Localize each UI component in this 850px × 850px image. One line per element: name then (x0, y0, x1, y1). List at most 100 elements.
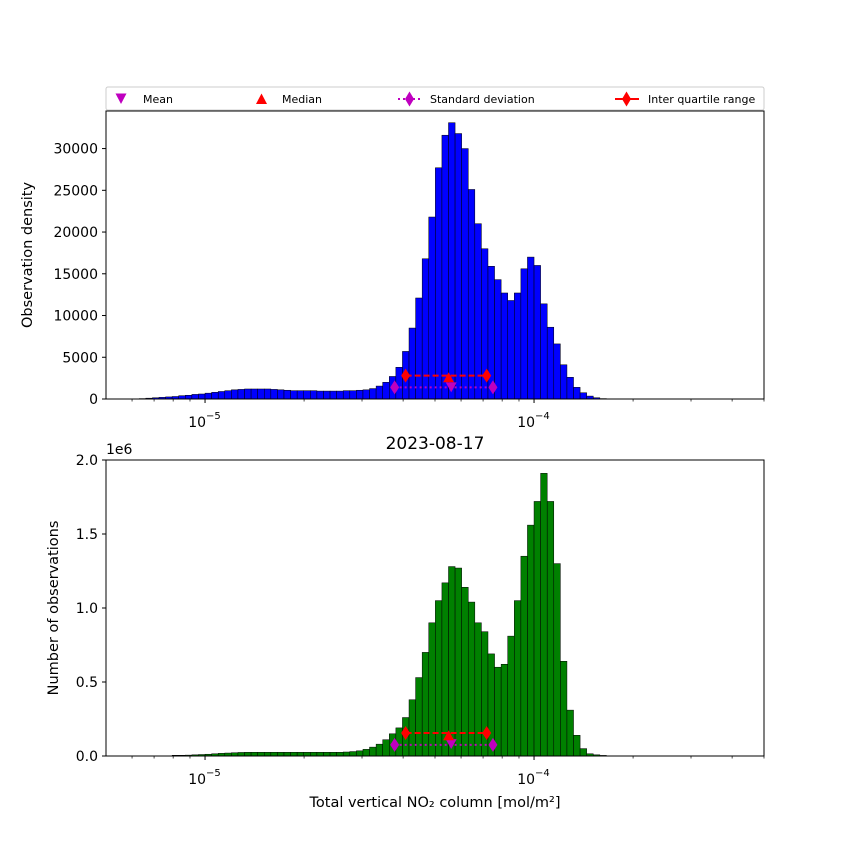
top-histogram-bar (204, 392, 212, 400)
top-y-tick-label: 15000 (53, 267, 98, 283)
legend-label-iqr: Inter quartile range (648, 93, 755, 106)
bottom-histogram-bar (553, 563, 561, 757)
bottom-histogram-bar (540, 473, 548, 757)
bottom-histogram-bar (296, 752, 304, 757)
top-histogram-bar (579, 392, 587, 400)
top-histogram-bar (514, 292, 522, 400)
top-histogram-bar (178, 395, 186, 400)
legend-item-mean: Mean (115, 93, 173, 106)
bottom-histogram-bar (342, 751, 351, 757)
top-x-tick-base: 10 (517, 415, 535, 431)
bottom-histogram-bar (560, 661, 568, 757)
top-histogram-bar (303, 390, 311, 400)
bottom-histogram-bar (310, 752, 318, 757)
top-histogram-bar (296, 390, 304, 400)
top-histogram-bar (382, 382, 390, 400)
bottom-histogram-bar (369, 746, 377, 757)
bottom-y-ticks: 0.0 0.5 1.0 1.5 2.0 (76, 453, 106, 765)
top-histogram-bar (467, 189, 476, 400)
top-histogram-bar (191, 394, 199, 400)
top-histogram-bar (435, 167, 443, 400)
bottom-histogram-bar (428, 622, 436, 757)
bottom-y-tick-label: 2.0 (76, 453, 98, 469)
top-x-tick-label: 10 −4 (517, 411, 550, 431)
bottom-histogram-bar (244, 752, 252, 757)
top-histogram-bar (408, 327, 416, 400)
bottom-histogram-bar (520, 555, 528, 757)
bottom-y-axis-label: Number of observations (46, 521, 62, 696)
bottom-iqr-high-marker (482, 726, 492, 741)
bottom-histogram-bar (375, 743, 383, 757)
top-histogram-bar (316, 390, 324, 400)
top-histogram-bar (553, 343, 561, 400)
bottom-histogram-bar (356, 750, 364, 757)
bottom-histogram-bar (514, 600, 522, 757)
top-x-tick-label: 10 −5 (188, 411, 221, 431)
bottom-histogram-bar (329, 752, 337, 757)
top-y-tick-label: 30000 (53, 142, 98, 158)
top-histogram-bar (250, 388, 258, 400)
top-histogram-bar (494, 279, 502, 400)
top-histogram-bar (283, 389, 291, 400)
top-histogram-bar (198, 393, 206, 400)
bottom-histogram-bar (454, 567, 462, 757)
bottom-y-tick-label: 1.5 (76, 527, 98, 543)
top-histogram-bar (507, 300, 515, 400)
legend-item-iqr: Inter quartile range (615, 91, 755, 107)
bottom-histogram-bar (316, 752, 324, 757)
top-histogram-bar (566, 377, 574, 400)
bottom-histogram-bar (546, 501, 555, 757)
bottom-histogram-bar (573, 735, 581, 757)
top-std-high-marker (488, 380, 498, 395)
bottom-chart-title: 2023-08-17 (386, 434, 485, 454)
top-histogram-bar (231, 389, 239, 400)
mean-marker-icon (115, 93, 127, 104)
top-histogram-bar (527, 256, 535, 400)
top-histogram-bar (237, 389, 245, 400)
top-histogram-bar (474, 223, 482, 400)
legend-label-mean: Mean (143, 93, 173, 106)
bottom-histogram-bar (533, 501, 541, 757)
bottom-histogram-bar (349, 751, 357, 757)
top-histogram-bar (520, 268, 528, 400)
top-mean-marker (445, 382, 457, 393)
bottom-histogram-bar (362, 749, 370, 757)
bottom-histogram-panel: 2023-08-17 0.00.51.01.52.0 10 −5 10 −4 1e6 … (46, 434, 765, 811)
top-y-tick-label: 20000 (53, 225, 98, 241)
top-y-tick-label: 25000 (53, 183, 98, 199)
bottom-histogram-bar (448, 566, 456, 757)
top-histogram-bar (362, 389, 370, 400)
top-histogram-bar (224, 390, 232, 400)
bottom-histogram-bar (283, 752, 291, 757)
bottom-histogram-bar (566, 709, 574, 757)
top-histogram-bar (217, 391, 226, 400)
bottom-histogram-bar (441, 582, 449, 757)
top-histogram-bar (270, 389, 278, 400)
top-histogram-bar (349, 390, 357, 400)
bottom-x-tick-label: 10 −5 (188, 768, 221, 788)
bottom-mean-marker (445, 739, 457, 750)
bottom-histogram-bar (323, 752, 331, 757)
legend: Mean Median Standard deviation Inter qua… (105, 86, 765, 111)
top-histogram-bar (264, 388, 272, 400)
bottom-histogram-bar (290, 752, 298, 757)
top-histogram-bar (461, 148, 469, 400)
top-y-tick-label: 10000 (53, 309, 98, 325)
top-histogram-bar (546, 326, 555, 400)
top-x-tick-exponent: −5 (206, 411, 221, 422)
bottom-std-low-marker (390, 737, 400, 752)
top-median-marker (443, 372, 455, 383)
top-histogram-bar (441, 134, 449, 400)
std-marker-icon (405, 91, 414, 107)
bottom-std-high-marker (488, 737, 498, 752)
bottom-histogram-bar (382, 739, 390, 757)
top-histogram-bar (310, 390, 318, 400)
top-histogram-bar (244, 388, 252, 400)
bottom-x-tick-exponent: −5 (206, 768, 221, 779)
top-std-low-marker (390, 380, 400, 395)
top-histogram-bar (421, 258, 430, 400)
top-iqr-high-marker (482, 368, 492, 383)
top-histogram-bar (336, 390, 344, 400)
